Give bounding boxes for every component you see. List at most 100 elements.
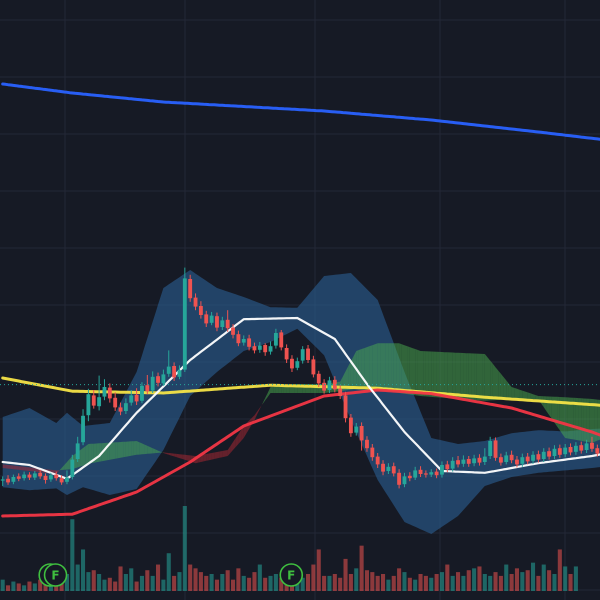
candle-body	[188, 279, 193, 299]
candle-body	[65, 477, 69, 482]
candle-body	[182, 278, 187, 370]
ichimoku-cloud	[2, 343, 600, 474]
candle	[536, 450, 541, 463]
candle-body	[456, 460, 460, 465]
candle-body	[236, 334, 241, 344]
cloud-segment	[476, 353, 480, 401]
candle	[284, 344, 289, 363]
candle-body	[48, 475, 53, 480]
candle-body	[440, 465, 444, 475]
cloud-segment	[525, 391, 528, 400]
cloud-segment	[383, 343, 386, 392]
cloud-segment	[369, 345, 373, 390]
candle	[102, 379, 107, 401]
cloud-segment	[225, 450, 228, 457]
candle	[231, 324, 235, 339]
candle-body	[198, 306, 203, 315]
candle	[504, 451, 509, 465]
cloud-segment	[273, 386, 276, 393]
volume-bar	[364, 570, 369, 591]
volume-bar	[27, 581, 32, 591]
candle	[236, 330, 241, 347]
cloud-segment	[158, 450, 161, 453]
cloud-segment	[508, 383, 512, 400]
candle	[472, 454, 477, 467]
candle-body	[504, 455, 509, 462]
cloud-segment	[208, 453, 212, 461]
candle-body	[306, 348, 310, 360]
candle-body	[102, 387, 107, 397]
candle	[38, 469, 43, 479]
cloud-segment	[200, 454, 204, 462]
candle	[161, 369, 166, 386]
volume-bar	[472, 568, 477, 591]
cloud-segment	[281, 385, 284, 393]
candle-body	[257, 345, 262, 350]
candle-body	[568, 447, 573, 453]
cloud-segment	[238, 430, 242, 444]
candle	[16, 473, 21, 482]
cloud-segment	[21, 466, 25, 471]
volume-bar	[156, 564, 161, 591]
candle	[6, 475, 10, 485]
candle	[450, 457, 455, 472]
candle	[32, 471, 37, 480]
volume-bar	[488, 575, 493, 591]
candle-body	[284, 348, 289, 360]
volume-bar	[16, 583, 21, 591]
cloud-segment	[64, 462, 67, 470]
volume-bar	[123, 574, 128, 591]
candle	[290, 355, 294, 372]
volume-bar	[145, 570, 150, 591]
candle-body	[295, 361, 300, 368]
cloud-segment	[88, 443, 92, 464]
cloud-segment	[163, 452, 167, 454]
volume-bar	[541, 564, 546, 591]
volume-bar	[397, 568, 402, 591]
cloud-segment	[26, 467, 30, 471]
volume-bars	[0, 506, 578, 591]
candle-body	[573, 445, 578, 452]
cloud-segment	[527, 392, 531, 400]
candle	[493, 437, 498, 461]
cloud-segment	[391, 343, 394, 393]
candle	[359, 422, 364, 451]
volume-bar	[536, 575, 541, 591]
candle-body	[525, 456, 530, 462]
candle	[43, 473, 48, 484]
volume-bar	[231, 579, 236, 591]
cloud-segment	[530, 393, 533, 400]
candle-body	[472, 458, 477, 464]
cloud-segment	[348, 361, 351, 390]
candle	[215, 312, 219, 332]
volume-bar	[209, 574, 214, 591]
candle-body	[231, 327, 235, 335]
cloud-segment	[492, 363, 496, 401]
candle-body	[38, 472, 43, 477]
candle	[590, 436, 594, 452]
cloud-segment	[29, 467, 33, 472]
candle-body	[584, 443, 589, 450]
candle	[97, 375, 102, 411]
cloud-segment	[184, 454, 188, 461]
cloud-segment	[142, 443, 145, 455]
candle	[434, 468, 439, 479]
volume-bar	[568, 574, 573, 591]
cloud-segment	[267, 387, 271, 397]
candle-body	[290, 358, 294, 369]
volume-bar	[134, 581, 139, 591]
cloud-segment	[498, 370, 501, 400]
cloud-segment	[117, 442, 121, 459]
cloud-segment	[147, 445, 150, 454]
candle-body	[354, 426, 359, 433]
cloud-segment	[415, 349, 418, 396]
candle	[466, 456, 471, 467]
bollinger-band	[2, 270, 600, 534]
cloud-segment	[206, 453, 209, 461]
cloud-segment	[479, 353, 483, 401]
candle	[252, 342, 257, 354]
candle	[306, 345, 310, 363]
volume-bar	[306, 574, 311, 591]
